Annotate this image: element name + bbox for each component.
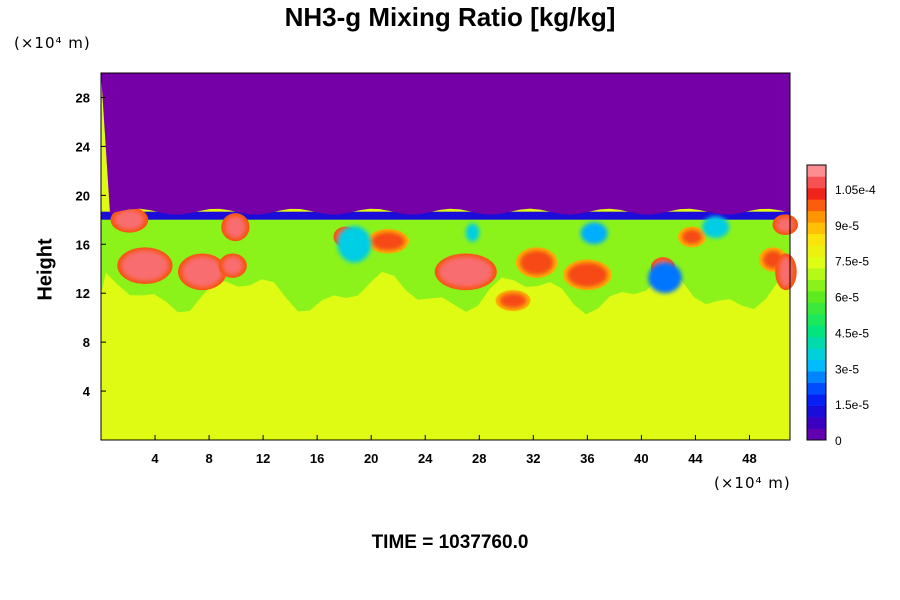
time-footer: TIME = 1037760.0 bbox=[371, 532, 529, 553]
x-tick-label: 28 bbox=[472, 451, 486, 466]
colorbar-frame bbox=[806, 164, 827, 441]
x-tick-label: 36 bbox=[580, 451, 594, 466]
high-patch bbox=[114, 210, 145, 230]
high-patch bbox=[499, 293, 527, 308]
colorbar-tick-label: 1.5e-5 bbox=[835, 398, 869, 412]
colorbar-segment bbox=[807, 187, 826, 200]
high-patch bbox=[567, 262, 608, 288]
colorbar-segment bbox=[807, 256, 826, 269]
colorbar-tick-label: 1.05e-4 bbox=[835, 183, 876, 197]
colorbar-segment bbox=[807, 233, 826, 246]
high-patch bbox=[121, 250, 169, 281]
x-tick-label: 20 bbox=[364, 451, 378, 466]
colorbar-tick-label: 7.5e-5 bbox=[835, 255, 869, 269]
low-dip bbox=[648, 262, 682, 294]
colorbar-segment bbox=[807, 199, 826, 212]
colorbar-segment bbox=[807, 382, 826, 395]
colorbar-segment bbox=[807, 348, 826, 361]
y-axis-unit: (×10⁴ m) bbox=[14, 34, 91, 52]
x-tick-label: 4 bbox=[151, 451, 159, 466]
colorbar-tick-label: 3e-5 bbox=[835, 362, 859, 376]
low-dip bbox=[337, 225, 372, 263]
x-tick-label: 48 bbox=[742, 451, 756, 466]
high-patch bbox=[225, 216, 246, 239]
x-axis-unit: (×10⁴ m) bbox=[714, 474, 791, 492]
low-dip bbox=[580, 222, 608, 245]
colorbar-segment bbox=[807, 302, 826, 315]
y-tick-label: 24 bbox=[76, 139, 91, 154]
x-tick-label: 44 bbox=[688, 451, 703, 466]
x-tick-label: 8 bbox=[205, 451, 212, 466]
y-tick-label: 28 bbox=[76, 90, 90, 105]
colorbar-tick-label: 9e-5 bbox=[835, 219, 859, 233]
colorbar-tick-label: 0 bbox=[835, 434, 842, 448]
high-patch bbox=[776, 217, 795, 233]
colorbar-segment bbox=[807, 268, 826, 280]
colorbar-segment bbox=[807, 394, 826, 406]
colorbar-segment bbox=[807, 291, 826, 303]
colorbar-segment bbox=[807, 405, 826, 418]
y-tick-label: 20 bbox=[76, 188, 90, 203]
y-tick-label: 16 bbox=[76, 237, 90, 252]
high-patch bbox=[371, 232, 405, 251]
heatmap-field bbox=[101, 73, 799, 440]
chart-title: NH3-g Mixing Ratio [kg/kg] bbox=[284, 2, 616, 32]
colorbar-tick-label: 4.5e-5 bbox=[835, 326, 869, 340]
colorbar: 0 1.5e-5 3e-5 4.5e-5 6e-5 7.5e-5 9e-5 1.05e-4 bbox=[806, 164, 876, 448]
high-patch bbox=[779, 256, 793, 288]
colorbar-segment bbox=[807, 359, 826, 372]
y-tick-label: 12 bbox=[76, 286, 90, 301]
upper-region bbox=[101, 73, 790, 215]
colorbar-segment bbox=[807, 210, 826, 223]
x-tick-label: 32 bbox=[526, 451, 540, 466]
colorbar-segment bbox=[807, 176, 826, 189]
colorbar-tick-label: 6e-5 bbox=[835, 291, 859, 305]
colorbar-segment bbox=[807, 279, 826, 292]
high-patch bbox=[519, 250, 554, 275]
colorbar-segment bbox=[807, 245, 826, 257]
colorbar-segment bbox=[807, 428, 826, 441]
colorbar-segment bbox=[807, 336, 826, 349]
y-tick-label: 8 bbox=[83, 335, 90, 350]
colorbar-segment bbox=[807, 371, 826, 384]
colorbar-segment bbox=[807, 417, 826, 429]
y-tick-label: 4 bbox=[83, 384, 91, 399]
colorbar-segment bbox=[807, 165, 826, 177]
low-dip bbox=[465, 223, 480, 242]
colorbar-segment bbox=[807, 313, 826, 326]
boundary-strip bbox=[101, 211, 790, 220]
x-tick-label: 40 bbox=[634, 451, 648, 466]
colorbar-segment bbox=[807, 222, 826, 235]
x-tick-label: 16 bbox=[310, 451, 324, 466]
plot-frame bbox=[100, 72, 791, 441]
high-patch bbox=[681, 229, 703, 245]
colorbar-segment bbox=[807, 325, 826, 338]
high-patch bbox=[438, 256, 493, 288]
x-tick-label: 24 bbox=[418, 451, 433, 466]
x-tick-label: 12 bbox=[256, 451, 270, 466]
low-dip bbox=[702, 216, 730, 239]
high-patch bbox=[182, 256, 223, 288]
high-patch bbox=[222, 256, 243, 275]
